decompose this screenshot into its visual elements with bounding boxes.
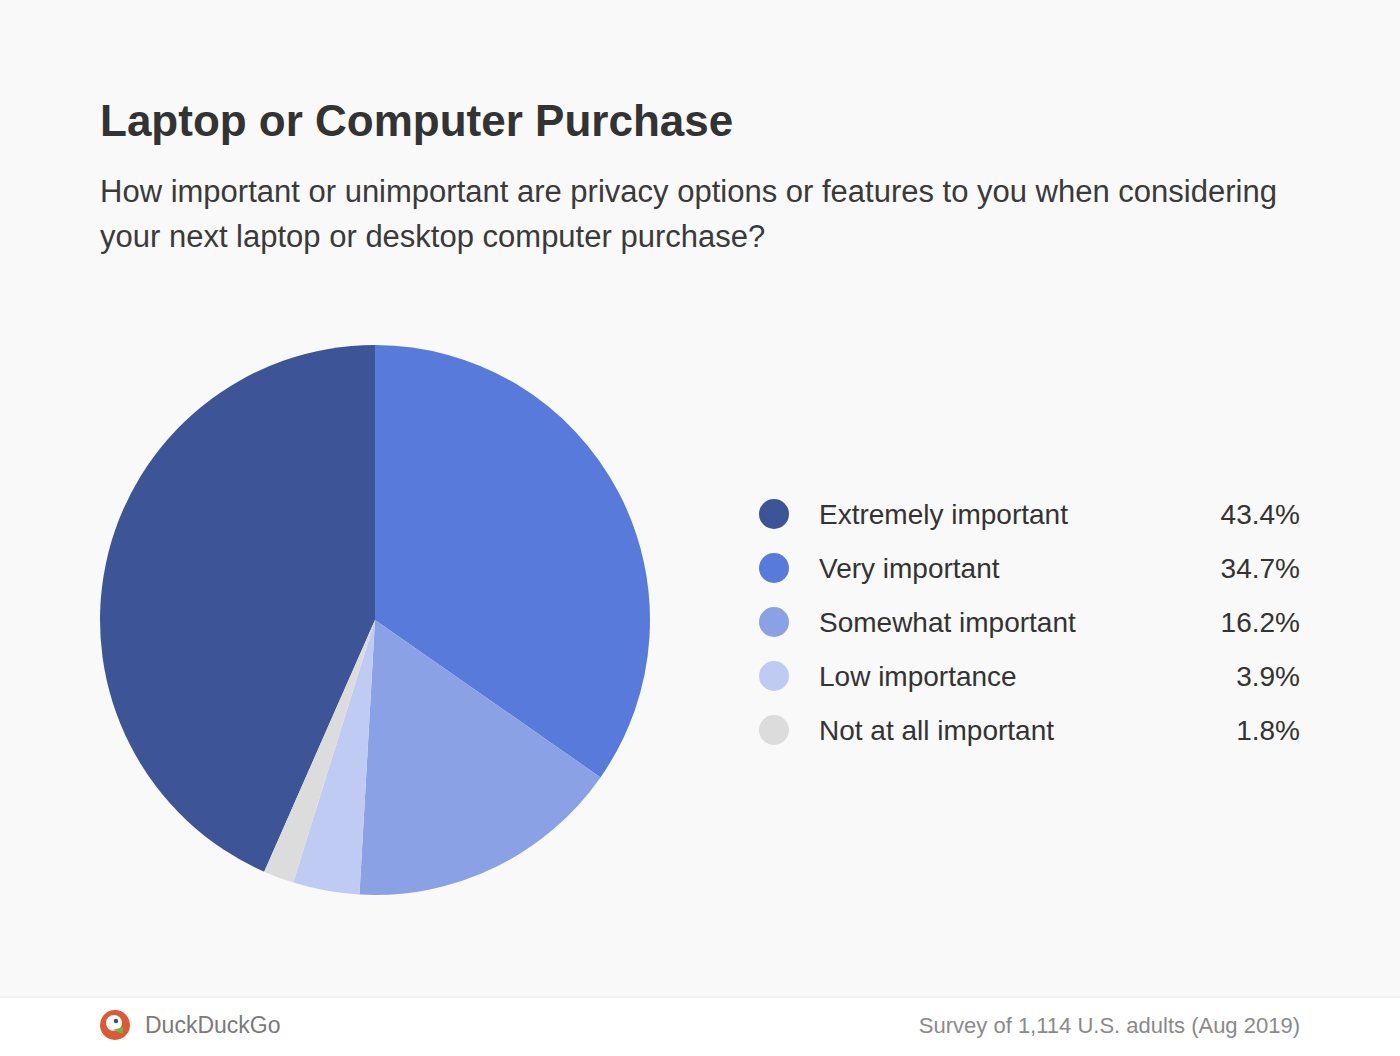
note: Survey of 1,114 U.S. adults (Aug 2019): [919, 1013, 1300, 1038]
legend-label: Somewhat important: [819, 607, 1076, 638]
footer-background: [0, 997, 1400, 1056]
background: [0, 0, 1400, 1056]
pie-slice: [359, 620, 600, 895]
legend-swatch: [759, 661, 789, 691]
logo-tie: [113, 1027, 123, 1034]
legend-value: 1.8%: [1236, 715, 1300, 746]
legend-value: 34.7%: [1221, 553, 1300, 584]
logo-circle: [100, 1010, 130, 1040]
pie: [100, 345, 650, 895]
legend: Extremely important 43.4% Very important 34…: [759, 499, 1300, 746]
chart: Laptop or Computer Purchase How important…: [0, 0, 1400, 1056]
logo-eye: [114, 1019, 118, 1023]
title: Laptop or Computer Purchase: [100, 96, 733, 145]
legend-label: Very important: [819, 553, 1000, 584]
footer-rule: [0, 997, 1400, 998]
pie-slice: [264, 620, 375, 883]
legend-label: Low importance: [819, 661, 1017, 692]
legend-swatch: [759, 607, 789, 637]
subtitle: How important or unimportant are privacy…: [100, 174, 1277, 254]
subtitle-line: your next laptop or desktop computer pur…: [100, 219, 765, 254]
legend-value: 16.2%: [1221, 607, 1300, 638]
pie-slice: [293, 620, 375, 895]
legend-label: Not at all important: [819, 715, 1054, 746]
legend-swatch: [759, 553, 789, 583]
legend-value: 3.9%: [1236, 661, 1300, 692]
legend-swatch: [759, 499, 789, 529]
legend-swatch: [759, 715, 789, 745]
logo: [100, 1010, 130, 1040]
legend-value: 43.4%: [1221, 499, 1300, 530]
source: DuckDuckGo: [145, 1012, 280, 1038]
subtitle-line: How important or unimportant are privacy…: [100, 174, 1277, 209]
legend-label: Extremely important: [819, 499, 1068, 530]
